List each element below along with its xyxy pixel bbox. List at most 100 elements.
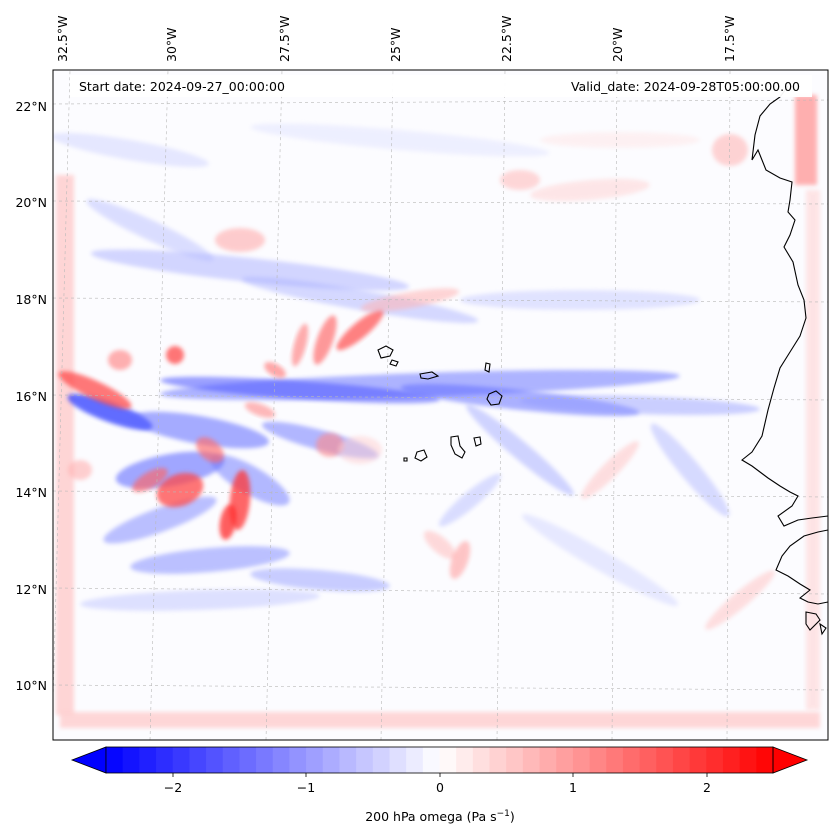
omega-blob — [500, 170, 540, 190]
lat-label-20n: 20°N — [15, 195, 47, 210]
colorbar-step — [172, 747, 190, 773]
cape-verde-maio — [473, 436, 482, 447]
omega-blob — [90, 249, 410, 291]
lat-label-14n: 14°N — [15, 485, 47, 500]
omega-blob — [466, 404, 574, 496]
gridlines — [53, 70, 828, 740]
colorbar-extend-low — [70, 746, 107, 774]
colorbar-step — [639, 747, 657, 773]
cape-verde-sao-vicente — [389, 359, 399, 367]
colorbar-step — [706, 747, 724, 773]
omega-blob — [460, 290, 700, 310]
longitude-labels: 32.5°W 30°W 27.5°W 25°W 22.5°W 20°W 17.5… — [55, 16, 737, 62]
west-boundary-strip — [56, 175, 74, 715]
info-box — [70, 75, 812, 97]
omega-blob — [712, 134, 748, 166]
lon-label-27-5w: 27.5°W — [277, 16, 292, 62]
colorbar-title-text: 200 hPa omega (Pa s — [365, 809, 496, 824]
africa-coastline — [741, 85, 828, 636]
omega-blob — [316, 433, 344, 457]
colorbar-title-exponent: −1 — [497, 809, 510, 819]
colorbar-step — [489, 747, 507, 773]
omega-blob — [108, 350, 132, 370]
south-boundary-strip — [60, 712, 820, 728]
start-date-label: Start date: 2024-09-27_00:00:00 — [79, 79, 285, 94]
omega-blob — [131, 411, 269, 449]
colorbar-step — [472, 747, 491, 773]
omega-blob — [423, 530, 457, 560]
colorbar-step — [256, 747, 274, 773]
colorbar: −2 −1 0 1 2 200 hPa omega (Pa s−1) — [70, 746, 809, 824]
cape-verde-fogo — [414, 449, 428, 462]
colorbar-step — [206, 747, 224, 773]
colorbar-step — [189, 747, 207, 773]
cbar-label-m1: −1 — [297, 780, 315, 795]
colorbar-step — [272, 747, 290, 773]
omega-blob — [80, 589, 320, 611]
omega-blob — [58, 371, 132, 409]
omega-blob — [196, 437, 224, 463]
colorbar-step — [106, 747, 124, 773]
omega-blob — [264, 362, 286, 378]
colorbar-step — [406, 747, 424, 773]
colorbar-step — [389, 747, 407, 773]
omega-blob — [132, 467, 168, 493]
omega-blob — [250, 568, 390, 592]
colorbar-steps — [106, 747, 774, 773]
omega-blob — [540, 132, 700, 148]
colorbar-step — [756, 747, 774, 773]
omega-blob — [336, 309, 384, 351]
colorbar-title: 200 hPa omega (Pa s−1) — [365, 809, 515, 824]
lat-label-22n: 22°N — [15, 99, 47, 114]
lat-label-16n: 16°N — [15, 389, 47, 404]
omega-blob — [166, 346, 184, 364]
colorbar-step — [622, 747, 641, 773]
lon-label-30w: 30°W — [164, 27, 179, 62]
omega-blob — [103, 496, 217, 544]
omega-blob — [520, 395, 760, 415]
lon-label-25w: 25°W — [388, 27, 403, 62]
cbar-label-0: 0 — [436, 780, 444, 795]
cbar-label-2: 2 — [703, 780, 711, 795]
omega-blob — [53, 132, 209, 168]
cape-verde-boa-vista — [486, 390, 503, 406]
omega-blob — [219, 504, 237, 540]
colorbar-step — [306, 747, 324, 773]
colorbar-step — [422, 747, 440, 773]
omega-blob — [449, 541, 471, 579]
colorbar-step — [439, 747, 457, 773]
omega-blob — [156, 472, 204, 508]
lon-label-17-5w: 17.5°W — [722, 16, 737, 62]
colorbar-step — [122, 747, 140, 773]
colorbar-step — [289, 747, 307, 773]
omega-blob — [650, 423, 730, 517]
colorbar-step — [539, 747, 557, 773]
omega-blob — [530, 178, 650, 202]
omega-blob — [250, 123, 550, 157]
omega-blob — [215, 228, 265, 252]
colorbar-extend-high — [772, 746, 809, 774]
latitude-labels: 22°N 20°N 18°N 16°N 14°N 12°N 10°N — [15, 99, 47, 693]
lon-label-20w: 20°W — [610, 27, 625, 62]
omega-blob — [581, 441, 639, 499]
lon-label-22-5w: 22.5°W — [499, 16, 514, 62]
coastlines — [377, 85, 828, 636]
colorbar-step — [372, 747, 390, 773]
omega-blob — [86, 199, 214, 261]
lon-label-32-5w: 32.5°W — [55, 16, 70, 62]
colorbar-step — [522, 747, 541, 773]
lat-label-18n: 18°N — [15, 292, 47, 307]
cbar-label-1: 1 — [569, 780, 577, 795]
colorbar-title-close: ) — [510, 809, 515, 824]
omega-blob — [360, 288, 460, 312]
cbar-label-m2: −2 — [164, 780, 182, 795]
omega-blob — [130, 546, 290, 574]
cape-verde-sal — [484, 362, 491, 373]
colorbar-step — [722, 747, 741, 773]
omega-blob — [521, 514, 679, 606]
north-east-boundary-strip — [795, 95, 817, 185]
colorbar-step — [656, 747, 674, 773]
omega-blob — [244, 402, 276, 418]
colorbar-step — [589, 747, 607, 773]
